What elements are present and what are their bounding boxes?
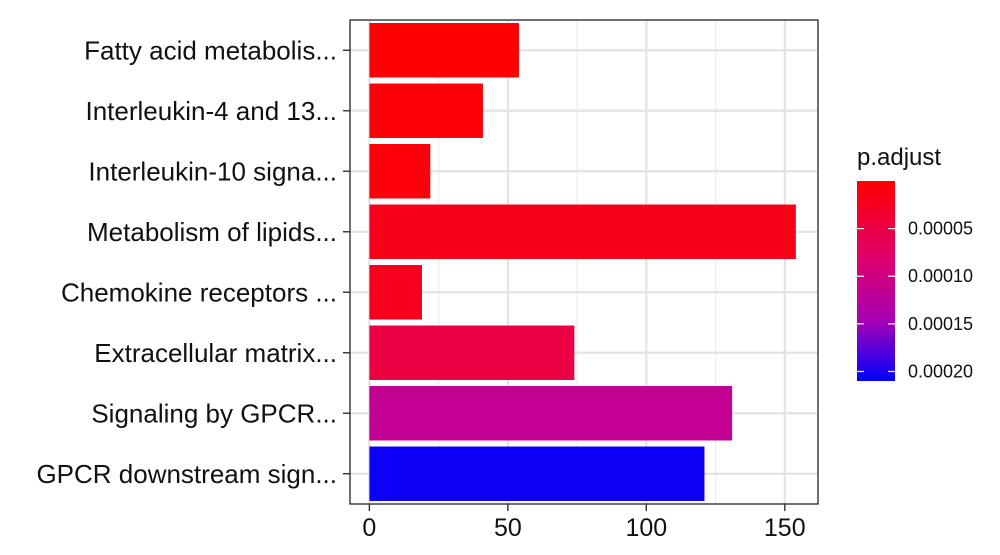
bar	[369, 386, 733, 441]
legend-tick-label: 0.00020	[908, 361, 973, 381]
x-tick-label: 50	[494, 514, 522, 542]
x-axis: 0 50 100 150	[362, 504, 806, 542]
category-label: Interleukin-4 and 13...	[86, 96, 338, 126]
x-tick-label: 100	[625, 514, 667, 542]
legend-colorbar	[857, 181, 895, 381]
x-tick-label: 0	[362, 514, 376, 542]
bar	[369, 144, 431, 199]
legend-tick-label: 0.00015	[908, 314, 973, 334]
bar	[369, 204, 796, 259]
bar	[369, 265, 422, 320]
category-label: Interleukin-10 signa...	[88, 156, 337, 186]
legend-tick-label: 0.00005	[908, 219, 973, 239]
category-label: Chemokine receptors ...	[61, 277, 337, 307]
category-label: Extracellular matrix...	[94, 338, 337, 368]
legend-title: p.adjust	[857, 144, 941, 171]
category-label: Fatty acid metabolis...	[84, 35, 337, 65]
category-label: Signaling by GPCR...	[91, 398, 337, 428]
bar	[369, 325, 575, 380]
category-label: GPCR downstream sign...	[36, 459, 337, 489]
category-axis-labels: Fatty acid metabolis... Interleukin-4 and…	[36, 35, 350, 489]
x-tick-label: 150	[764, 514, 806, 542]
legend-tick-label: 0.00010	[908, 266, 973, 286]
legend: p.adjust 0.00005 0.00010 0.00015 0.00020	[857, 144, 973, 381]
category-label: Metabolism of lipids...	[87, 217, 337, 247]
bar	[369, 23, 519, 78]
bar	[369, 83, 483, 138]
bars	[369, 23, 796, 501]
bar	[369, 446, 705, 501]
plot-panel-border	[349, 19, 819, 505]
